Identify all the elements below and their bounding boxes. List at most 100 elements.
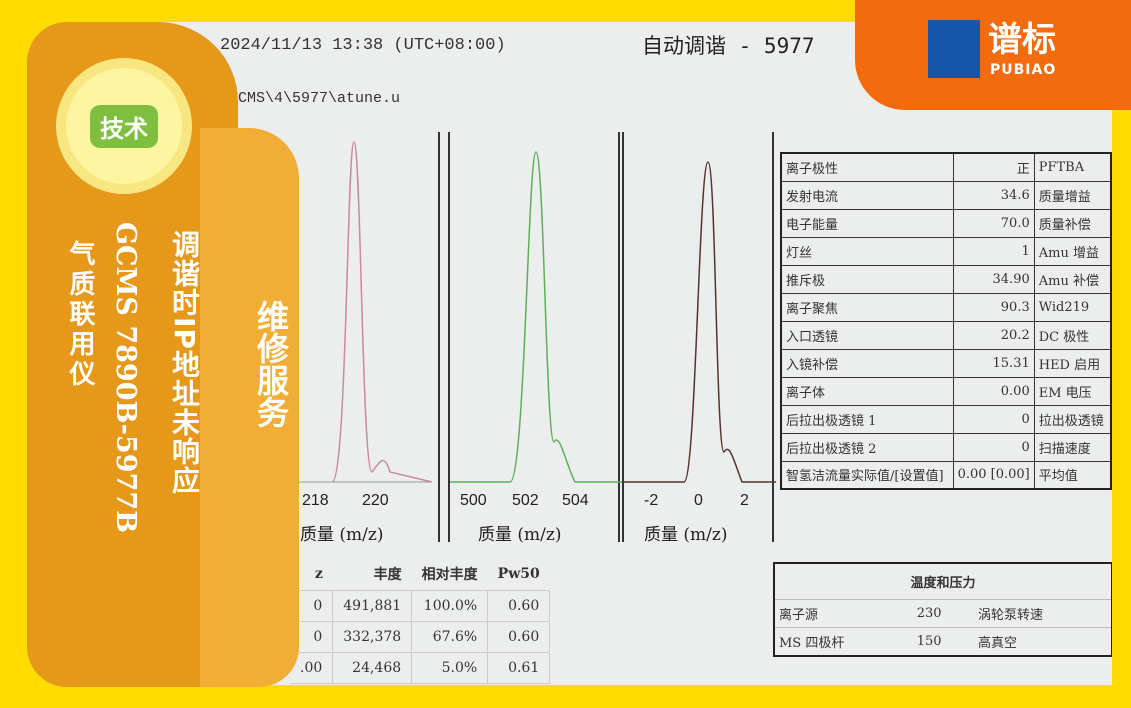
table-cell: 离子源 (774, 599, 913, 628)
table-row: 入口透镜 20.2 DC 极性 (780, 320, 1112, 350)
report-title: 自动调谐 - 5977 (642, 34, 815, 58)
table-row: 后拉出极透镜 2 0 扫描速度 (780, 432, 1112, 462)
table-cell: 34.6 (952, 180, 1035, 210)
table-cell: 20.2 (952, 320, 1035, 350)
tick: 220 (362, 492, 389, 509)
table-cell: 平均值 (1033, 460, 1112, 490)
table-cell: 491,881 (332, 590, 413, 622)
table-cell: 离子聚焦 (780, 292, 954, 322)
table-cell: 5.0% (411, 652, 489, 684)
logo-mark-icon (928, 20, 980, 78)
table-cell: 推斥极 (780, 264, 954, 294)
spectrum-2: 500 502 504 质量 (m/z) (448, 132, 622, 545)
spectrum-3: -2 0 2 质量 (m/z) (622, 132, 776, 545)
tick: 504 (562, 492, 589, 509)
table-cell: 涡轮泵转速 (973, 599, 1112, 628)
file-path: \GCMS\4\5977\atune.u (220, 90, 401, 107)
table-cell: 0 (952, 432, 1035, 462)
table-cell: 灯丝 (780, 236, 954, 266)
table-cell: 90.3 (952, 292, 1035, 322)
x-axis-label: 质量 (m/z) (478, 525, 562, 545)
screen-photo: 2024/11/13 13:38 (UTC+08:00) \GCMS\4\597… (160, 22, 1112, 685)
logo-cn: 谱标 (988, 20, 1056, 60)
table-cell: MS 四极杆 (774, 627, 913, 656)
table-row: 离子聚焦 90.3 Wid219 (780, 292, 1112, 322)
table-row: 离子极性正 PFTBA (780, 152, 1112, 182)
table-row: 后拉出极透镜 1 0 拉出极透镜 (780, 404, 1112, 434)
table-cell: 15.31 (952, 348, 1035, 378)
table-cell: Amu 补偿 (1033, 264, 1112, 294)
table-cell: 0.60 (487, 621, 551, 653)
table-row: 电子能量 70.0 质量补偿 (780, 208, 1112, 238)
table-row: 0 332,378 67.6% 0.60 (290, 621, 551, 653)
table-cell: 发射电流 (780, 180, 954, 210)
table-row: 入镜补偿 15.31 HED 启用 (780, 348, 1112, 378)
table-cell: 智氢洁流量实际值/[设置值] (780, 460, 954, 490)
service-label: 维修服务 (252, 300, 290, 428)
service-banner (200, 128, 299, 687)
table-row: .00 24,468 5.0% 0.61 (290, 652, 551, 684)
x-axis-label: 质量 (m/z) (644, 525, 728, 545)
device-name: 气质联用仪 (65, 240, 95, 390)
table-cell: 拉出极透镜 (1033, 404, 1112, 434)
table-cell: 质量增益 (1033, 180, 1112, 210)
table-row: MS 四极杆 150 高真空 (774, 627, 1112, 656)
peak-trace-2 (450, 151, 622, 483)
table-cell: 入口透镜 (780, 320, 954, 350)
table-cell: 70.0 (952, 208, 1035, 238)
table-cell: 150 (912, 627, 974, 656)
table-cell: 后拉出极透镜 2 (780, 432, 954, 462)
col-header: 相对丰度 (411, 558, 488, 591)
table-row: 发射电流 34.6 质量增益 (780, 180, 1112, 210)
table-cell: 扫描速度 (1033, 432, 1112, 462)
table-cell: 入镜补偿 (780, 348, 954, 378)
tick: 218 (302, 492, 329, 509)
table-cell: 0.60 (487, 590, 551, 622)
table-cell: 0.61 (487, 652, 551, 684)
peak-trace-3 (624, 161, 776, 483)
table-cell: 后拉出极透镜 1 (780, 404, 954, 434)
table-cell: 34.90 (952, 264, 1035, 294)
tech-badge: 技术 (56, 58, 192, 194)
table-cell: 0.00 (952, 376, 1035, 406)
table-cell: 质量补偿 (1033, 208, 1112, 238)
table-cell: 230 (912, 599, 974, 628)
table-cell: 电子能量 (780, 208, 954, 238)
table-cell: 332,378 (332, 621, 413, 653)
badge-label: 技术 (90, 104, 158, 148)
tune-params-table: 离子极性正 PFTBA 发射电流 34.6 质量增益 电子能量 70.0 质量补偿 灯丝 1 Amu… (780, 152, 1112, 490)
table-cell: 24,468 (332, 652, 413, 684)
table-row: 离子源 230 涡轮泵转速 (774, 599, 1112, 628)
tick: 0 (694, 492, 703, 509)
table-cell: 离子体 (780, 376, 954, 406)
table-row: 推斥极 34.90 Amu 补偿 (780, 264, 1112, 294)
tick: 502 (512, 492, 539, 509)
pubiao-logo: 谱标 PUBIAO (855, 0, 1131, 110)
tick: -2 (644, 492, 659, 509)
table-cell: 离子极性 (780, 152, 954, 182)
table-row: 离子体 0.00 EM 电压 (780, 376, 1112, 406)
table-cell: 正 (952, 152, 1035, 182)
temp-pressure-table: 温度和压力 离子源 230 涡轮泵转速 MS 四极杆 150 高真空 (773, 562, 1112, 657)
logo-en: PUBIAO (990, 62, 1057, 78)
table-cell: Wid219 (1033, 292, 1112, 322)
table-row: 0 491,881 100.0% 0.60 (290, 590, 551, 622)
x-axis-label: 质量 (m/z) (300, 525, 384, 545)
col-header: Pw50 (487, 558, 550, 591)
table-cell: Amu 增益 (1033, 236, 1112, 266)
table-row: 灯丝 1 Amu 增益 (780, 236, 1112, 266)
model-number: GCMS 7890B-5977B (110, 222, 141, 533)
datetime: 2024/11/13 13:38 (UTC+08:00) (220, 36, 506, 55)
table-cell: 高真空 (973, 627, 1112, 656)
table-cell: 100.0% (411, 590, 489, 622)
table-cell: 67.6% (411, 621, 489, 653)
tick: 500 (460, 492, 487, 509)
table-cell: EM 电压 (1033, 376, 1112, 406)
table-cell: 1 (952, 236, 1035, 266)
table-cell: PFTBA (1033, 152, 1112, 182)
col-header: 丰度 (332, 558, 412, 591)
table-cell: HED 启用 (1033, 348, 1112, 378)
table-cell: 0 (952, 404, 1035, 434)
temp-title: 温度和压力 (774, 563, 1112, 600)
table-cell: DC 极性 (1033, 320, 1112, 350)
